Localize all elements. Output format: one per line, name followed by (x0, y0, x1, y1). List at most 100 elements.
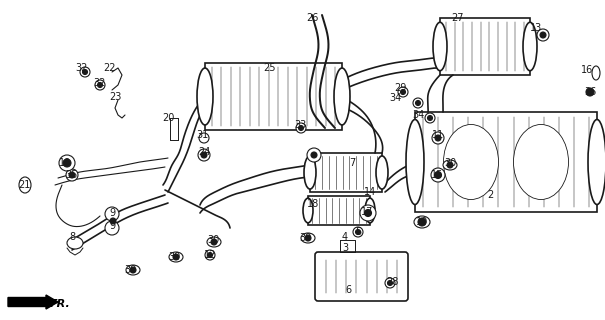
Text: 36: 36 (584, 87, 596, 97)
Text: 30: 30 (168, 252, 180, 262)
Circle shape (95, 80, 105, 90)
Ellipse shape (523, 22, 537, 71)
Text: 2: 2 (487, 190, 493, 200)
Circle shape (418, 218, 426, 226)
Text: 30: 30 (299, 233, 311, 243)
Text: 9: 9 (109, 221, 115, 231)
Circle shape (356, 229, 361, 235)
Text: 23: 23 (109, 92, 121, 102)
Circle shape (431, 168, 445, 182)
Ellipse shape (433, 22, 447, 71)
Text: 24: 24 (198, 147, 210, 157)
Text: 6: 6 (345, 285, 351, 295)
Ellipse shape (169, 252, 183, 262)
Text: 20: 20 (162, 113, 174, 123)
Circle shape (105, 207, 119, 221)
Text: 3: 3 (342, 243, 348, 253)
FancyBboxPatch shape (315, 252, 408, 301)
Ellipse shape (592, 66, 600, 80)
Circle shape (59, 155, 75, 171)
Bar (205, 63, 342, 130)
Circle shape (401, 90, 405, 94)
Ellipse shape (207, 237, 221, 247)
Text: 15: 15 (431, 170, 443, 180)
Circle shape (586, 88, 594, 96)
Text: 18: 18 (307, 199, 319, 209)
Circle shape (398, 87, 408, 97)
Bar (310, 153, 382, 192)
Circle shape (434, 172, 442, 179)
Circle shape (311, 152, 317, 158)
Circle shape (105, 221, 119, 235)
Text: 32: 32 (94, 78, 106, 88)
Ellipse shape (376, 156, 388, 189)
Circle shape (66, 169, 78, 181)
Text: 25: 25 (264, 63, 276, 73)
Circle shape (130, 267, 136, 273)
Circle shape (364, 210, 371, 217)
FancyArrow shape (8, 295, 58, 309)
Text: 5: 5 (355, 227, 361, 237)
Circle shape (305, 235, 311, 241)
Text: 19: 19 (59, 158, 71, 168)
Text: 22: 22 (103, 63, 116, 73)
Circle shape (80, 67, 90, 77)
Ellipse shape (334, 68, 350, 125)
Text: 27: 27 (452, 13, 464, 23)
Text: 8: 8 (69, 232, 75, 242)
Bar (440, 18, 530, 75)
Text: 32: 32 (76, 63, 88, 73)
Circle shape (425, 113, 435, 123)
Text: 30: 30 (444, 158, 456, 168)
Text: 34: 34 (389, 93, 401, 103)
Circle shape (201, 152, 207, 158)
Ellipse shape (414, 216, 430, 228)
Text: 26: 26 (306, 13, 318, 23)
Text: 11: 11 (432, 130, 444, 140)
Text: 33: 33 (294, 120, 306, 130)
Bar (308, 196, 370, 225)
Bar (415, 112, 597, 212)
Ellipse shape (514, 124, 569, 199)
Ellipse shape (304, 156, 316, 189)
Text: 10: 10 (416, 217, 428, 227)
Ellipse shape (443, 124, 499, 199)
Circle shape (360, 205, 376, 221)
Text: 21: 21 (18, 180, 30, 190)
Circle shape (428, 116, 433, 121)
Circle shape (307, 148, 321, 162)
Ellipse shape (443, 160, 457, 170)
Ellipse shape (406, 119, 424, 204)
Text: 7: 7 (349, 158, 355, 168)
Text: FR.: FR. (50, 299, 71, 309)
Circle shape (110, 218, 116, 224)
Circle shape (537, 29, 549, 41)
Text: 34: 34 (412, 110, 424, 120)
Circle shape (82, 69, 88, 75)
Circle shape (198, 149, 210, 161)
Ellipse shape (197, 68, 213, 125)
Circle shape (211, 239, 217, 245)
Ellipse shape (301, 233, 315, 243)
Circle shape (63, 159, 71, 167)
Circle shape (298, 125, 304, 131)
Circle shape (205, 250, 215, 260)
Text: 17: 17 (361, 207, 373, 217)
Text: 16: 16 (581, 65, 593, 75)
Text: 12: 12 (204, 250, 216, 260)
Ellipse shape (365, 198, 375, 223)
Circle shape (296, 123, 306, 133)
Ellipse shape (126, 265, 140, 275)
Text: 29: 29 (394, 83, 406, 93)
Circle shape (353, 227, 363, 237)
Circle shape (432, 132, 444, 144)
Ellipse shape (588, 119, 605, 204)
Circle shape (416, 100, 420, 106)
Circle shape (385, 278, 395, 288)
Circle shape (97, 83, 102, 87)
Text: 28: 28 (386, 277, 398, 287)
Text: 13: 13 (530, 23, 542, 33)
Text: 31: 31 (196, 130, 208, 140)
Ellipse shape (19, 177, 31, 193)
Circle shape (435, 135, 441, 141)
